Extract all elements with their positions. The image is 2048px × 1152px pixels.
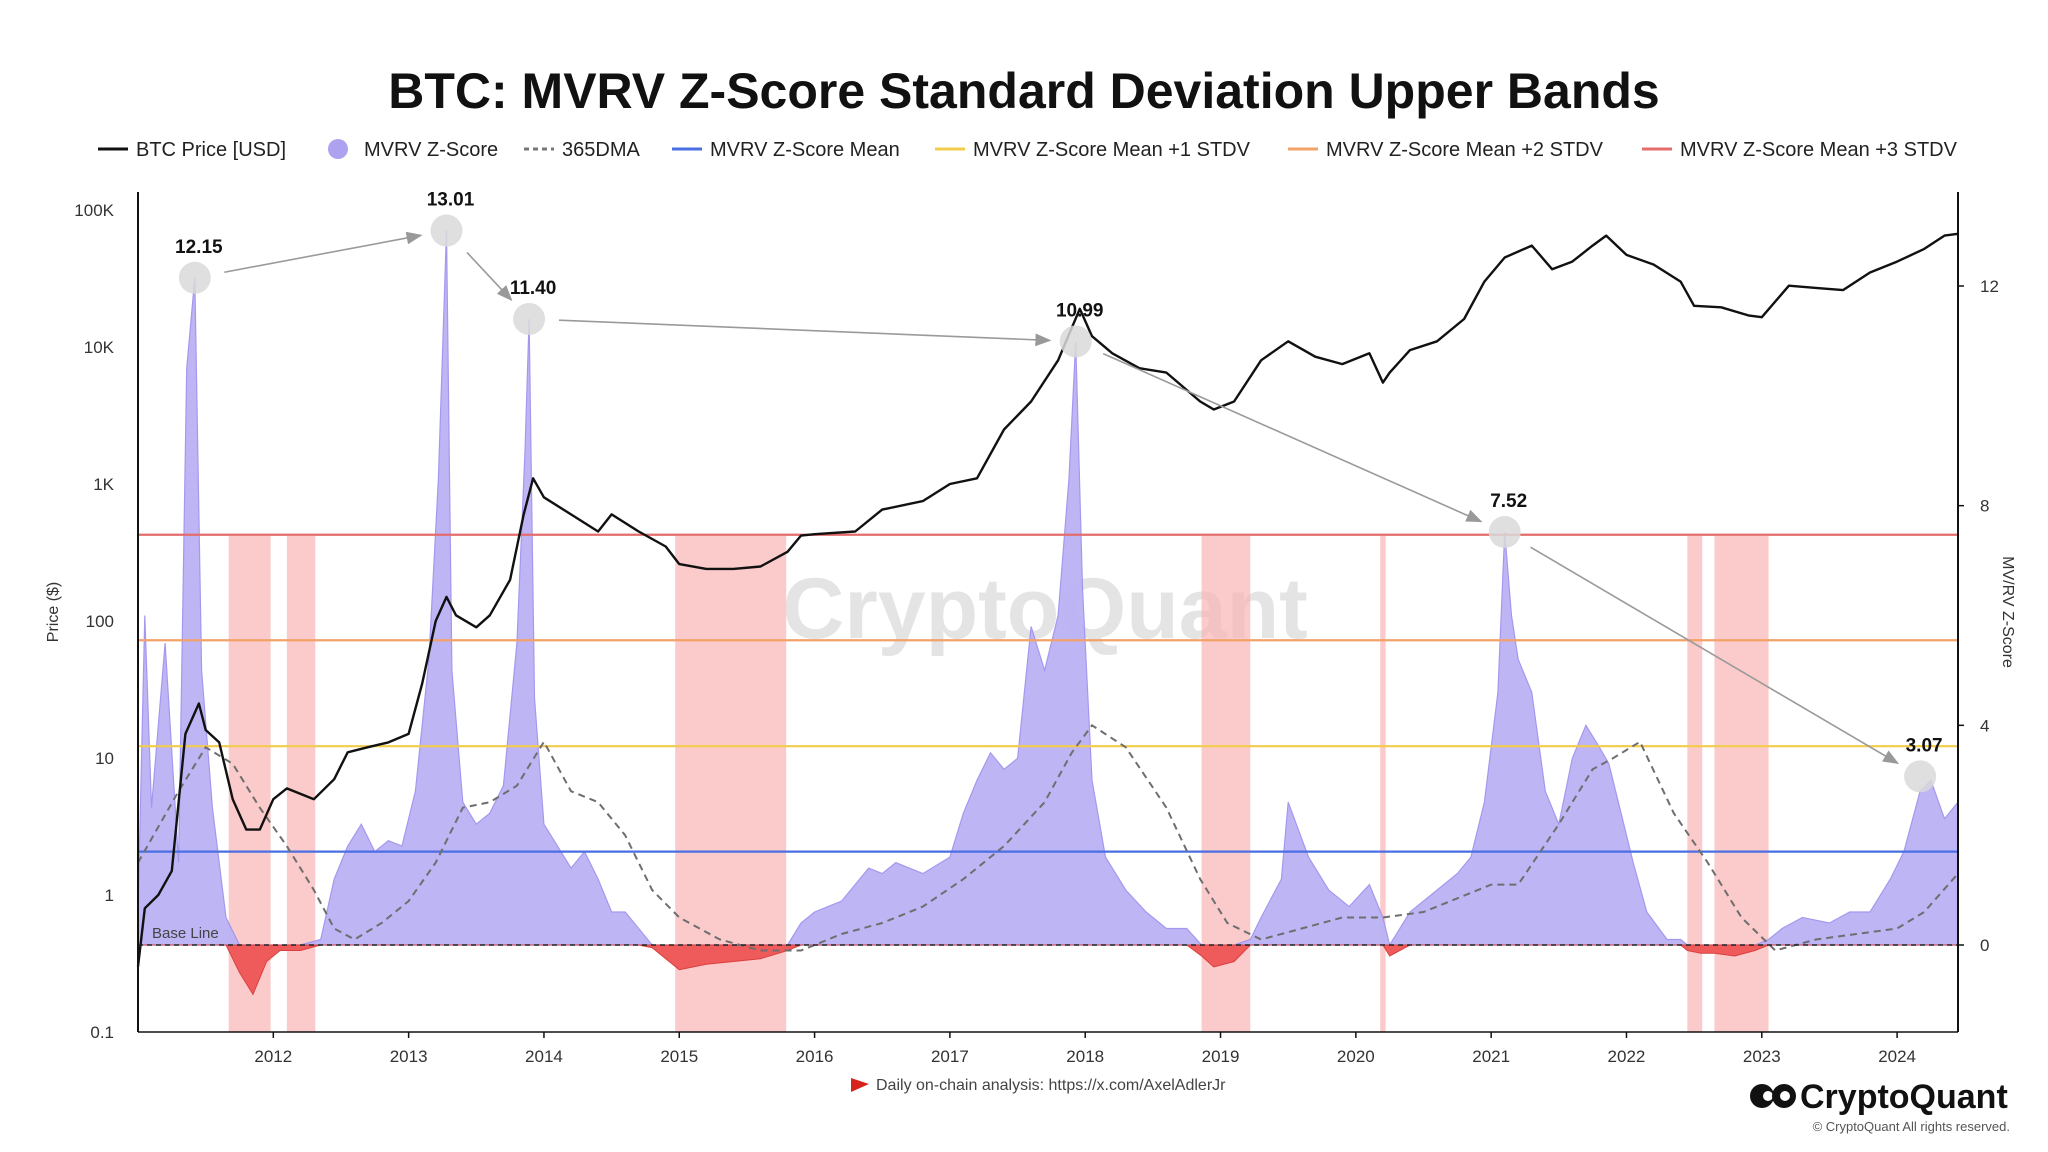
y-right-title: MV/RV Z-Score [1999,556,2016,668]
copyright: © CryptoQuant All rights reserved. [1813,1119,2010,1134]
red-zone [1714,536,1769,1032]
y-left-tick-label: 10 [95,749,114,768]
mvrv-area [137,230,1959,947]
chart-title: BTC: MVRV Z-Score Standard Deviation Upp… [388,63,1659,119]
brand-logo: CryptoQuant © CryptoQuant All rights res… [1750,1078,2010,1134]
legend-swatch [328,139,348,159]
peak-arrow [1530,546,1900,765]
legend-item: MVRV Z-Score Mean +2 STDV [1288,139,1604,161]
x-tick-label: 2014 [525,1047,563,1066]
base-line-label: Base Line [152,925,219,942]
std-bands [138,533,1958,853]
dma-line [137,723,1959,952]
y-left-tick-label: 1 [105,886,114,905]
peak-annotations: 12.15 13.01 11.40 10.99 7.52 3.07 [175,190,1943,793]
legend-label: MVRV Z-Score [364,139,498,161]
x-tick-label: 2012 [254,1047,292,1066]
peak-arrow [224,231,423,274]
legend-item: MVRV Z-Score Mean [672,139,900,161]
legend-item: BTC Price [USD] [98,139,286,161]
x-tick-label: 2016 [796,1047,834,1066]
legend-label: 365DMA [562,139,640,161]
red-zone [1380,536,1386,1032]
dma-365-series [137,723,1959,952]
legend-item: MVRV Z-Score [328,139,498,161]
brand-name: CryptoQuant [1800,1078,2008,1116]
flag-icon [851,1078,869,1092]
y-left-title: Price ($) [45,582,62,642]
btc-price-series [136,232,1959,967]
peak-marker [513,302,546,335]
legend-label: MVRV Z-Score Mean +2 STDV [1326,139,1604,161]
x-tick-label: 2020 [1337,1047,1375,1066]
peak-arrow [559,319,1052,347]
axes: 0.1 1 10 100 1K 10K 100K 0 4 8 12 2012 2013 2014 2015 2… [74,192,1999,1066]
legend: BTC Price [USD] MVRV Z-Score 365DMA MVRV Z-… [98,139,1958,161]
y-left-tick-label: 10K [84,338,115,357]
x-tick-label: 2023 [1743,1047,1781,1066]
red-zone [1687,536,1703,1032]
legend-label: MVRV Z-Score Mean +1 STDV [973,139,1251,161]
x-tick-label: 2018 [1066,1047,1104,1066]
peak-marker [1904,760,1937,793]
source-note: Daily on-chain analysis: https://x.com/A… [851,1077,1226,1094]
y-right-tick-label: 4 [1980,716,1989,735]
y-left-tick-label: 100K [74,201,114,220]
peak-marker [1059,325,1092,358]
peak-label: 10.99 [1056,300,1104,321]
peak-arrow [466,251,513,302]
cryptoquant-logo-icon [1750,1084,1796,1108]
y-left-tick-label: 1K [93,475,114,494]
peak-label: 7.52 [1490,491,1527,512]
legend-label: BTC Price [USD] [136,139,286,161]
red-zone [286,536,316,1032]
peak-marker [178,261,211,294]
peak-label: 3.07 [1906,735,1943,756]
legend-label: MVRV Z-Score Mean [710,139,900,161]
y-right-tick-label: 12 [1980,277,1999,296]
peak-arrow [1102,352,1483,523]
base-line: Base Line [138,925,1958,946]
x-tick-label: 2022 [1608,1047,1646,1066]
y-right-tick-label: 8 [1980,497,1989,516]
mvrv-negative-area [138,944,1958,996]
x-tick-label: 2013 [390,1047,428,1066]
y-left-tick-label: 100 [86,612,114,631]
peak-label: 12.15 [175,237,223,258]
y-right-tick-label: 0 [1980,936,1989,955]
peak-marker [1488,516,1521,549]
x-tick-label: 2015 [660,1047,698,1066]
x-tick-label: 2024 [1878,1047,1916,1066]
x-tick-label: 2021 [1472,1047,1510,1066]
x-tick-label: 2017 [931,1047,969,1066]
peak-marker [430,214,463,247]
peak-label: 11.40 [510,278,557,299]
price-line [136,232,1959,967]
source-note-text: Daily on-chain analysis: https://x.com/A… [876,1077,1226,1094]
peak-label: 13.01 [427,190,475,211]
legend-item: MVRV Z-Score Mean +1 STDV [935,139,1251,161]
legend-item: 365DMA [524,139,640,161]
x-tick-label: 2019 [1202,1047,1240,1066]
legend-item: MVRV Z-Score Mean +3 STDV [1642,139,1958,161]
legend-label: MVRV Z-Score Mean +3 STDV [1680,139,1958,161]
y-left-tick-label: 0.1 [90,1023,114,1042]
